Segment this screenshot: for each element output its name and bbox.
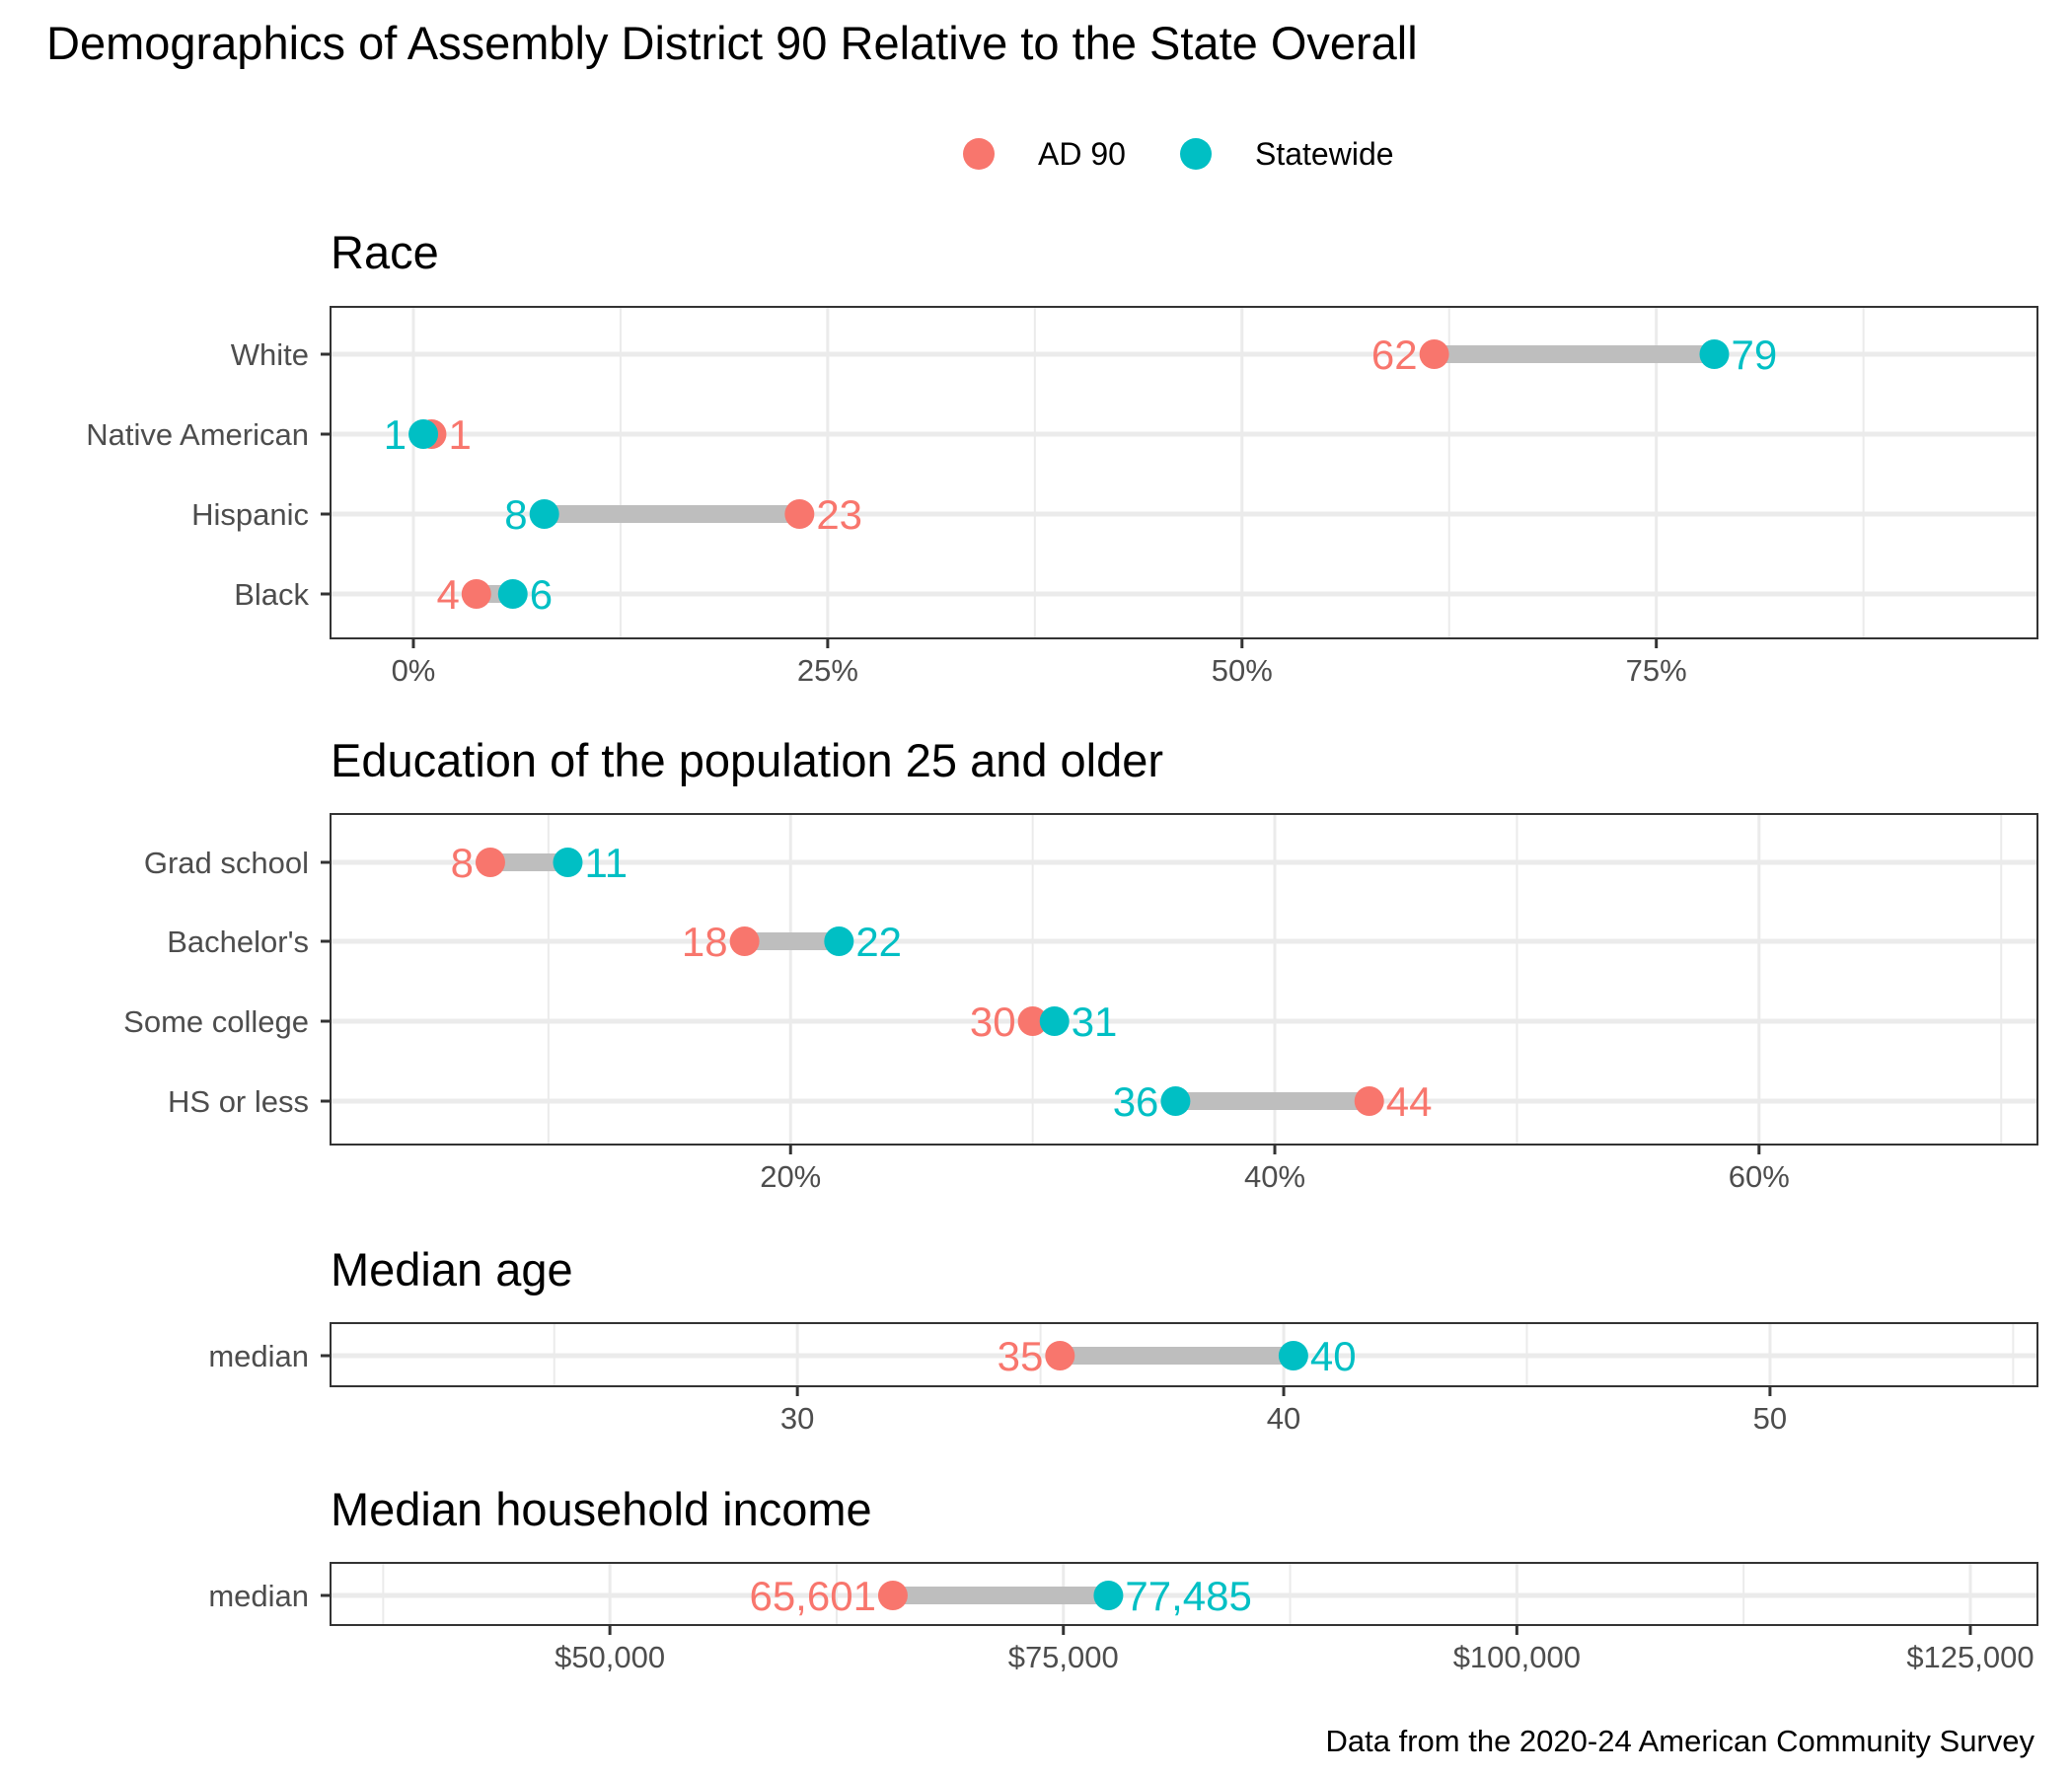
point-statewide bbox=[1093, 1581, 1124, 1610]
value-label-ad90: 8 bbox=[451, 840, 474, 886]
x-tick-label: 40% bbox=[1244, 1159, 1305, 1194]
chart-title: Demographics of Assembly District 90 Rel… bbox=[46, 17, 1418, 69]
point-ad90 bbox=[729, 926, 760, 956]
x-tick-label: 50% bbox=[1212, 653, 1273, 688]
x-tick-label: 30 bbox=[780, 1401, 814, 1436]
point-statewide bbox=[1699, 339, 1730, 369]
panel-3: Median household income median 65,601 77,48… bbox=[208, 1483, 2038, 1674]
category-label: Black bbox=[234, 577, 309, 612]
point-statewide bbox=[1039, 1006, 1070, 1036]
value-label-ad90: 30 bbox=[970, 999, 1016, 1045]
panel-1: Education of the population 25 and older… bbox=[123, 734, 2038, 1194]
value-label-ad90: 35 bbox=[998, 1333, 1044, 1379]
value-label-ad90: 62 bbox=[1371, 332, 1418, 378]
panel-background bbox=[331, 307, 2037, 638]
category-label: Bachelor's bbox=[167, 925, 309, 959]
x-tick-label: $50,000 bbox=[555, 1640, 665, 1674]
value-label-ad90: 44 bbox=[1386, 1078, 1433, 1125]
point-statewide bbox=[408, 419, 439, 449]
x-tick-label: 20% bbox=[760, 1159, 821, 1194]
value-label-statewide: 77,485 bbox=[1125, 1573, 1251, 1619]
value-label-ad90: 18 bbox=[682, 919, 728, 965]
panel-border bbox=[330, 306, 2038, 639]
x-tick-label: 25% bbox=[797, 653, 858, 688]
category-label: Hispanic bbox=[191, 497, 309, 532]
value-label-ad90: 1 bbox=[448, 411, 471, 458]
value-label-statewide: 79 bbox=[1731, 332, 1777, 378]
category-label: HS or less bbox=[168, 1084, 309, 1119]
category-label: Grad school bbox=[144, 846, 309, 880]
category-label: Native American bbox=[86, 417, 309, 452]
legend-swatch-ad90 bbox=[963, 138, 995, 170]
point-ad90 bbox=[1354, 1086, 1384, 1116]
x-tick-label: $100,000 bbox=[1453, 1640, 1581, 1674]
x-tick-label: 0% bbox=[392, 653, 436, 688]
point-ad90 bbox=[1017, 1006, 1048, 1036]
x-tick-label: 40 bbox=[1267, 1401, 1300, 1436]
value-label-ad90: 65,601 bbox=[749, 1573, 875, 1619]
x-tick-label: 60% bbox=[1729, 1159, 1790, 1194]
value-label-statewide: 6 bbox=[530, 571, 553, 618]
panel-title: Education of the population 25 and older bbox=[331, 734, 1163, 786]
panel-border bbox=[330, 1562, 2038, 1626]
point-ad90 bbox=[877, 1581, 908, 1610]
category-label: White bbox=[231, 337, 309, 372]
panel-title: Race bbox=[331, 226, 439, 278]
x-tick-label: $125,000 bbox=[1906, 1640, 2034, 1674]
point-ad90 bbox=[1045, 1341, 1075, 1370]
chart-caption: Data from the 2020-24 American Community… bbox=[1326, 1724, 2035, 1758]
point-ad90 bbox=[461, 579, 491, 609]
point-statewide bbox=[553, 848, 583, 877]
category-label: median bbox=[208, 1339, 309, 1373]
panel-2: Median age median 35 40 30 40 50 bbox=[208, 1243, 2038, 1436]
legend: AD 90 Statewide bbox=[963, 136, 1394, 172]
point-ad90 bbox=[1419, 339, 1449, 369]
value-label-ad90: 4 bbox=[436, 571, 459, 618]
value-label-statewide: 31 bbox=[1072, 999, 1118, 1045]
point-statewide bbox=[1278, 1341, 1308, 1370]
value-label-statewide: 40 bbox=[1310, 1333, 1357, 1379]
point-ad90 bbox=[784, 499, 815, 529]
value-label-ad90: 23 bbox=[816, 491, 862, 538]
panel-border bbox=[330, 1322, 2038, 1387]
point-statewide bbox=[529, 499, 559, 529]
panel-0: Race White Native American Hispanic Black 62 7… bbox=[86, 226, 2038, 688]
legend-swatch-statewide bbox=[1180, 138, 1212, 170]
point-statewide bbox=[1160, 1086, 1191, 1116]
x-tick-label: $75,000 bbox=[1008, 1640, 1119, 1674]
x-tick-label: 75% bbox=[1626, 653, 1687, 688]
x-tick-label: 50 bbox=[1753, 1401, 1787, 1436]
legend-label-statewide: Statewide bbox=[1255, 136, 1394, 172]
value-label-statewide: 36 bbox=[1113, 1078, 1159, 1125]
legend-label-ad90: AD 90 bbox=[1038, 136, 1126, 172]
point-ad90 bbox=[475, 848, 505, 877]
value-label-statewide: 11 bbox=[584, 840, 628, 886]
panel-title: Median age bbox=[331, 1243, 573, 1295]
point-statewide bbox=[824, 926, 854, 956]
panel-title: Median household income bbox=[331, 1483, 872, 1535]
value-label-statewide: 8 bbox=[504, 491, 527, 538]
value-label-statewide: 22 bbox=[855, 919, 902, 965]
panel-border bbox=[330, 813, 2038, 1146]
point-statewide bbox=[497, 579, 528, 609]
panels: Race White Native American Hispanic Black 62 7… bbox=[86, 226, 2038, 1674]
value-label-statewide: 1 bbox=[384, 411, 407, 458]
category-label: median bbox=[208, 1579, 309, 1613]
category-label: Some college bbox=[123, 1004, 309, 1039]
